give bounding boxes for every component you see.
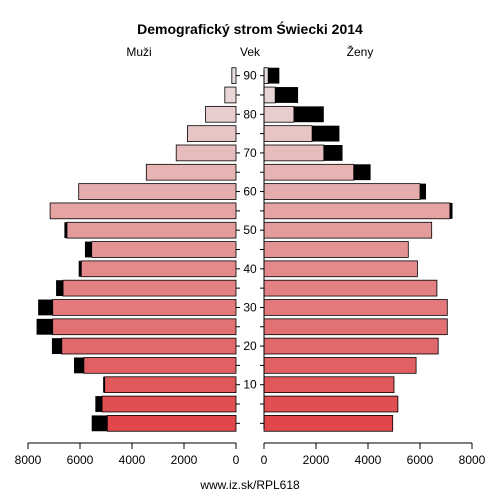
men-excess-5-9 (95, 396, 103, 412)
women-value-label: 8000 (459, 453, 486, 467)
women-value-label: 2000 (303, 453, 330, 467)
women-bar-30-34 (263, 299, 448, 316)
women-excess-60-64 (420, 183, 426, 200)
men-bar-75-79 (186, 125, 237, 142)
men-bar-20-24 (61, 337, 237, 355)
women-bar-85-89 (263, 86, 276, 104)
men-excess-10-14 (103, 376, 105, 393)
women-bar-10-14 (263, 376, 395, 394)
women-label: Ženy (347, 44, 374, 59)
men-bar-35-39 (62, 279, 237, 297)
age-label: 60 (243, 185, 257, 199)
women-bar-75-79 (263, 125, 313, 142)
women-bar-90+ (263, 67, 269, 84)
women-bar-70-74 (263, 144, 325, 162)
women-excess-85-89 (275, 87, 299, 103)
men-excess-30-34 (38, 299, 53, 316)
men-bar-65-69 (145, 163, 237, 181)
men-bar-30-34 (52, 299, 237, 316)
men-value-label: 8000 (15, 453, 42, 467)
men-bar-70-74 (175, 144, 237, 162)
men-value-label: 6000 (67, 453, 94, 467)
chart-title: Demografický strom Świecki 2014 (137, 20, 363, 37)
women-excess-80-84 (293, 106, 324, 123)
men-excess-15-19 (74, 357, 84, 374)
women-value-label: 6000 (407, 453, 434, 467)
age-axis-label: Vek (240, 45, 261, 59)
men-value-label: 4000 (119, 453, 146, 467)
men-bar-25-29 (52, 318, 237, 336)
men-bar-50-54 (66, 221, 237, 239)
men-excess-0-4 (91, 415, 108, 432)
men-bar-85-89 (224, 86, 237, 104)
men-excess-50-54 (64, 222, 67, 239)
women-bar-25-29 (263, 318, 448, 336)
men-bar-80-84 (205, 105, 237, 123)
axes-layer: 10 20 30 40 50 60 70 80 90 8000 6000 4000 2000 0 0 2000… (15, 69, 486, 467)
women-bar-60-64 (263, 183, 421, 200)
men-excess-45-49 (84, 241, 92, 258)
women-value-label: 0 (261, 453, 268, 467)
men-label: Muži (126, 45, 151, 59)
age-label: 50 (243, 223, 257, 237)
women-value-label: 4000 (355, 453, 382, 467)
men-bar-5-9 (101, 395, 237, 413)
men-excess-40-44 (78, 260, 82, 277)
men-bar-40-44 (80, 260, 237, 278)
age-label: 70 (243, 146, 257, 160)
age-label: 30 (243, 300, 257, 314)
women-bar-45-49 (263, 241, 409, 258)
men-bar-45-49 (91, 241, 237, 258)
men-bar-90+ (231, 67, 237, 84)
women-excess-75-79 (312, 125, 340, 142)
men-bar-10-14 (104, 376, 237, 394)
women-excess-70-74 (323, 145, 343, 161)
women-bar-5-9 (263, 395, 399, 413)
women-bar-80-84 (263, 105, 295, 123)
women-excess-90+ (268, 67, 280, 84)
men-bar-15-19 (83, 357, 237, 374)
age-label: 20 (243, 339, 257, 353)
age-label: 10 (243, 378, 257, 392)
women-bar-65-69 (263, 163, 355, 181)
men-bar-0-4 (106, 415, 237, 432)
men-value-label: 2000 (171, 453, 198, 467)
footer-source: www.iz.sk/RPL618 (199, 478, 300, 492)
men-excess-35-39 (56, 280, 64, 297)
men-excess-25-29 (36, 318, 53, 335)
women-bar-40-44 (263, 260, 418, 278)
men-bar-55-59 (49, 202, 237, 220)
women-bar-55-59 (263, 202, 451, 220)
women-excess-65-69 (353, 164, 371, 181)
men-bar-60-64 (78, 183, 237, 200)
age-label: 80 (243, 107, 257, 121)
age-label: 40 (243, 262, 257, 276)
bars-layer (36, 67, 453, 432)
women-bar-50-54 (263, 221, 433, 239)
age-label: 90 (243, 69, 257, 83)
men-value-label: 0 (233, 453, 240, 467)
women-bar-35-39 (263, 279, 438, 297)
women-excess-55-59 (449, 202, 453, 219)
men-excess-20-24 (51, 338, 62, 354)
women-bar-20-24 (263, 337, 439, 355)
women-bar-0-4 (263, 415, 394, 432)
women-bar-15-19 (263, 357, 417, 374)
